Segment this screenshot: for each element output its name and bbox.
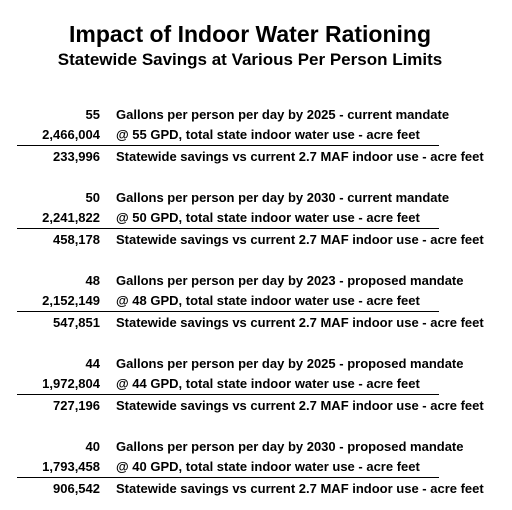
limit-description: Gallons per person per day by 2025 - cur… xyxy=(116,107,450,122)
scenario-group-40: 40 Gallons per person per day by 2030 - … xyxy=(0,438,512,502)
divider-rule xyxy=(17,477,439,478)
use-description: @ 55 GPD, total state indoor water use -… xyxy=(116,127,420,142)
limit-row: 48 Gallons per person per day by 2023 - … xyxy=(0,272,512,290)
use-description: @ 50 GPD, total state indoor water use -… xyxy=(116,210,420,225)
limit-description: Gallons per person per day by 2025 - pro… xyxy=(116,356,464,371)
divider-rule xyxy=(17,394,439,395)
savings-description: Statewide savings vs current 2.7 MAF ind… xyxy=(116,232,484,247)
savings-description: Statewide savings vs current 2.7 MAF ind… xyxy=(116,315,484,330)
divider-rule xyxy=(17,228,439,229)
use-row: 2,466,004 @ 55 GPD, total state indoor w… xyxy=(0,126,512,144)
use-value: 2,241,822 xyxy=(42,210,100,225)
limit-value: 40 xyxy=(85,439,100,454)
limit-value: 50 xyxy=(85,190,100,205)
savings-value: 906,542 xyxy=(53,481,100,496)
use-row: 2,241,822 @ 50 GPD, total state indoor w… xyxy=(0,209,512,227)
use-value: 1,972,804 xyxy=(42,376,100,391)
use-description: @ 44 GPD, total state indoor water use -… xyxy=(116,376,420,391)
savings-value: 727,196 xyxy=(53,398,100,413)
savings-description: Statewide savings vs current 2.7 MAF ind… xyxy=(116,398,484,413)
limit-row: 50 Gallons per person per day by 2030 - … xyxy=(0,189,512,207)
use-row: 2,152,149 @ 48 GPD, total state indoor w… xyxy=(0,292,512,310)
use-value: 2,152,149 xyxy=(42,293,100,308)
savings-value: 458,178 xyxy=(53,232,100,247)
limit-value: 55 xyxy=(85,107,100,122)
limit-row: 40 Gallons per person per day by 2030 - … xyxy=(0,438,512,456)
use-row: 1,972,804 @ 44 GPD, total state indoor w… xyxy=(0,375,512,393)
savings-description: Statewide savings vs current 2.7 MAF ind… xyxy=(116,149,484,164)
divider-rule xyxy=(17,145,439,146)
savings-row: 906,542 Statewide savings vs current 2.7… xyxy=(0,480,512,498)
page-subtitle: Statewide Savings at Various Per Person … xyxy=(57,50,443,69)
limit-row: 44 Gallons per person per day by 2025 - … xyxy=(0,355,512,373)
savings-row: 233,996 Statewide savings vs current 2.7… xyxy=(0,148,512,166)
scenario-group-55: 55 Gallons per person per day by 2025 - … xyxy=(0,106,512,170)
savings-description: Statewide savings vs current 2.7 MAF ind… xyxy=(116,481,484,496)
limit-description: Gallons per person per day by 2023 - pro… xyxy=(116,273,464,288)
use-description: @ 48 GPD, total state indoor water use -… xyxy=(116,293,420,308)
limit-description: Gallons per person per day by 2030 - cur… xyxy=(116,190,450,205)
limit-value: 48 xyxy=(85,273,100,288)
savings-row: 458,178 Statewide savings vs current 2.7… xyxy=(0,231,512,249)
savings-value: 233,996 xyxy=(53,149,100,164)
limit-row: 55 Gallons per person per day by 2025 - … xyxy=(0,106,512,124)
limit-value: 44 xyxy=(85,356,100,371)
scenario-group-50: 50 Gallons per person per day by 2030 - … xyxy=(0,189,512,253)
use-description: @ 40 GPD, total state indoor water use -… xyxy=(116,459,420,474)
limit-description: Gallons per person per day by 2030 - pro… xyxy=(116,439,464,454)
page-title: Impact of Indoor Water Rationing xyxy=(68,21,432,47)
use-value: 1,793,458 xyxy=(42,459,100,474)
savings-row: 547,851 Statewide savings vs current 2.7… xyxy=(0,314,512,332)
use-row: 1,793,458 @ 40 GPD, total state indoor w… xyxy=(0,458,512,476)
scenario-group-44: 44 Gallons per person per day by 2025 - … xyxy=(0,355,512,419)
use-value: 2,466,004 xyxy=(42,127,100,142)
savings-value: 547,851 xyxy=(53,315,100,330)
divider-rule xyxy=(17,311,439,312)
savings-row: 727,196 Statewide savings vs current 2.7… xyxy=(0,397,512,415)
scenario-group-48: 48 Gallons per person per day by 2023 - … xyxy=(0,272,512,336)
